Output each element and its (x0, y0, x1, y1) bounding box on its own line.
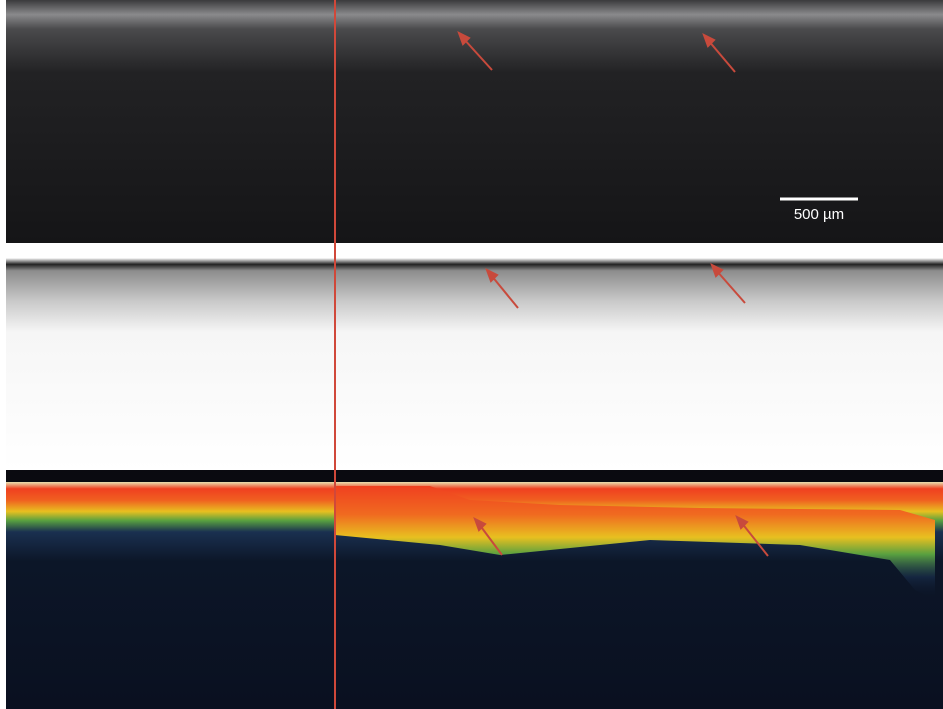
arrow (715, 269, 746, 304)
panel-grayscale (6, 0, 943, 243)
arrow-head (457, 30, 471, 46)
arrow-head (735, 514, 749, 530)
arrow-head (710, 262, 724, 278)
arrow-head (485, 267, 499, 283)
arrow (462, 37, 493, 71)
panel-border (6, 470, 943, 482)
arrow (478, 523, 503, 556)
arrows (457, 30, 769, 557)
panel-inverted (6, 258, 943, 470)
arrow (490, 274, 519, 309)
arrow-head (473, 516, 487, 532)
scale-bar-label: 500 µm (794, 206, 844, 223)
arrow (740, 521, 769, 557)
arrow (707, 39, 736, 73)
color-band (335, 486, 935, 600)
arrow-head (702, 32, 716, 48)
